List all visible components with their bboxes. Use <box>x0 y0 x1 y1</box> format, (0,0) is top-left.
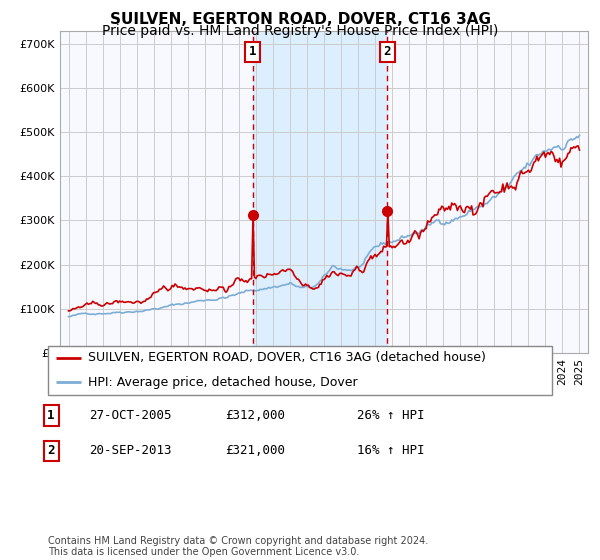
Text: 16% ↑ HPI: 16% ↑ HPI <box>357 444 425 458</box>
Text: £321,000: £321,000 <box>225 444 285 458</box>
Text: 27-OCT-2005: 27-OCT-2005 <box>89 409 172 422</box>
Text: 26% ↑ HPI: 26% ↑ HPI <box>357 409 425 422</box>
Text: 1: 1 <box>249 45 257 58</box>
Text: Contains HM Land Registry data © Crown copyright and database right 2024.
This d: Contains HM Land Registry data © Crown c… <box>48 535 428 557</box>
Text: 2: 2 <box>47 444 55 458</box>
Text: 1: 1 <box>47 409 55 422</box>
Text: HPI: Average price, detached house, Dover: HPI: Average price, detached house, Dove… <box>88 376 358 389</box>
FancyBboxPatch shape <box>48 346 552 395</box>
Text: 20-SEP-2013: 20-SEP-2013 <box>89 444 172 458</box>
Text: 2: 2 <box>383 45 391 58</box>
Bar <box>253 31 388 353</box>
Text: Price paid vs. HM Land Registry's House Price Index (HPI): Price paid vs. HM Land Registry's House … <box>102 24 498 38</box>
Text: SUILVEN, EGERTON ROAD, DOVER, CT16 3AG: SUILVEN, EGERTON ROAD, DOVER, CT16 3AG <box>110 12 491 27</box>
Text: SUILVEN, EGERTON ROAD, DOVER, CT16 3AG (detached house): SUILVEN, EGERTON ROAD, DOVER, CT16 3AG (… <box>88 351 486 365</box>
Text: £312,000: £312,000 <box>225 409 285 422</box>
